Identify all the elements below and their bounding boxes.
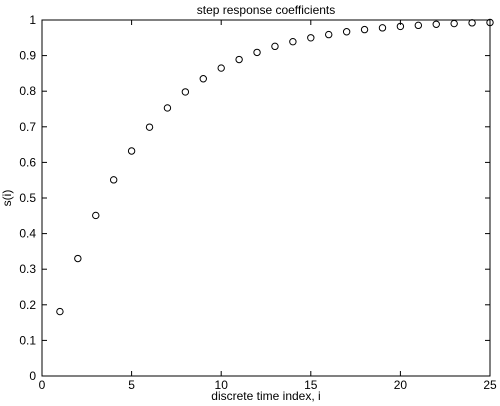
data-point [74,254,82,263]
y-tick-label: 0.2 [19,298,36,312]
data-points [56,18,494,316]
data-point [92,211,100,220]
y-tick-label: 0.3 [19,262,36,276]
data-point [56,307,64,316]
y-axis-title: s(i) [0,190,14,207]
y-tick-label: 0.8 [19,84,36,98]
data-point [396,22,405,31]
chart-title: step response coefficients [197,3,336,17]
data-point [109,176,118,184]
y-tick-label: 0.1 [19,333,36,347]
y-tick-label: 0.6 [19,155,36,169]
x-axis-title: discrete time index, i [211,389,320,403]
x-tick-label: 20 [394,378,408,392]
data-point [289,38,297,46]
data-point [217,64,225,72]
data-point [342,28,351,36]
y-tick-label: 0.4 [19,227,36,241]
data-point [360,25,369,34]
data-point [378,24,387,32]
y-tick-label: 0.9 [19,49,36,63]
data-point [145,123,154,131]
x-tick-label: 25 [483,378,497,392]
y-tick-label: 1 [29,13,36,27]
plot-area [41,19,491,377]
data-point [127,147,136,155]
x-tick-label: 0 [39,378,46,392]
data-point [468,19,476,27]
data-point [181,88,190,96]
data-point [253,48,261,57]
y-tick-label: 0.7 [19,120,36,134]
data-point [199,75,207,83]
data-point [325,30,333,39]
data-point [450,19,458,28]
data-point [235,55,243,64]
data-point [271,42,279,51]
x-tick-label: 10 [215,378,229,392]
y-tick-label: 0 [29,369,36,383]
data-point [486,18,494,27]
data-point [432,20,440,28]
data-point [414,21,423,30]
data-point [163,104,172,112]
ticks: 0 5 10 15 20 25 0 0.1 0.2 0.3 0.4 0.5 0.6 0.7 0.8 0.9 1 [19,13,497,392]
data-point [307,34,315,42]
x-tick-label: 5 [128,378,135,392]
y-tick-label: 0.5 [19,191,36,205]
x-tick-label: 15 [304,378,318,392]
